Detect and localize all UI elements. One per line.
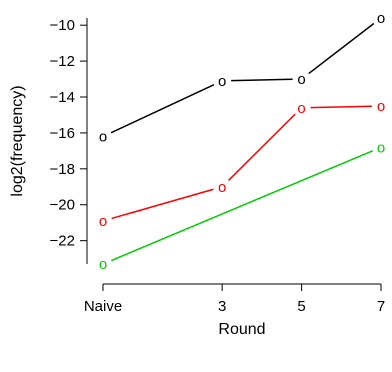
data-point: o	[297, 71, 305, 88]
x-tick-label: 3	[218, 298, 226, 315]
data-point: o	[377, 98, 385, 115]
data-point: o	[377, 139, 385, 156]
data-point: o	[99, 213, 107, 230]
x-tick-label: 5	[297, 298, 305, 315]
series-line-segment	[308, 22, 375, 75]
series-line-segment	[111, 150, 373, 262]
series-2: o o o o	[99, 98, 385, 230]
series-3: oo	[99, 139, 385, 273]
data-point: o	[218, 73, 226, 90]
data-point: o	[99, 129, 107, 146]
y-tick-label: −16	[50, 125, 75, 142]
y-axis-ticks: −22 −20 −18 −16 −14 −12 −10	[50, 17, 87, 250]
x-axis-ticks: Naive 3 5 7	[84, 284, 385, 315]
y-tick-label: −18	[50, 161, 75, 178]
data-point: o	[218, 179, 226, 196]
x-tick-label: Naive	[84, 298, 122, 315]
y-axis-title: log2(frequency)	[9, 85, 26, 196]
series-line-segment	[227, 113, 296, 181]
y-tick-label: −14	[50, 89, 75, 106]
y-tick-label: −10	[50, 17, 75, 34]
x-axis-title: Round	[218, 321, 265, 338]
y-tick-label: −22	[50, 233, 75, 250]
y-tick-label: −12	[50, 53, 75, 70]
data-point: o	[99, 256, 107, 273]
x-tick-label: 7	[377, 298, 385, 315]
y-tick-label: −20	[50, 197, 75, 214]
data-point: o	[297, 100, 305, 117]
series-line-segment	[310, 105, 373, 109]
series-line-segment	[111, 188, 214, 220]
series-line-segment	[110, 83, 215, 134]
series-1: oo oo	[99, 10, 385, 146]
data-point: o	[377, 10, 385, 27]
series-line-segment	[231, 78, 293, 82]
